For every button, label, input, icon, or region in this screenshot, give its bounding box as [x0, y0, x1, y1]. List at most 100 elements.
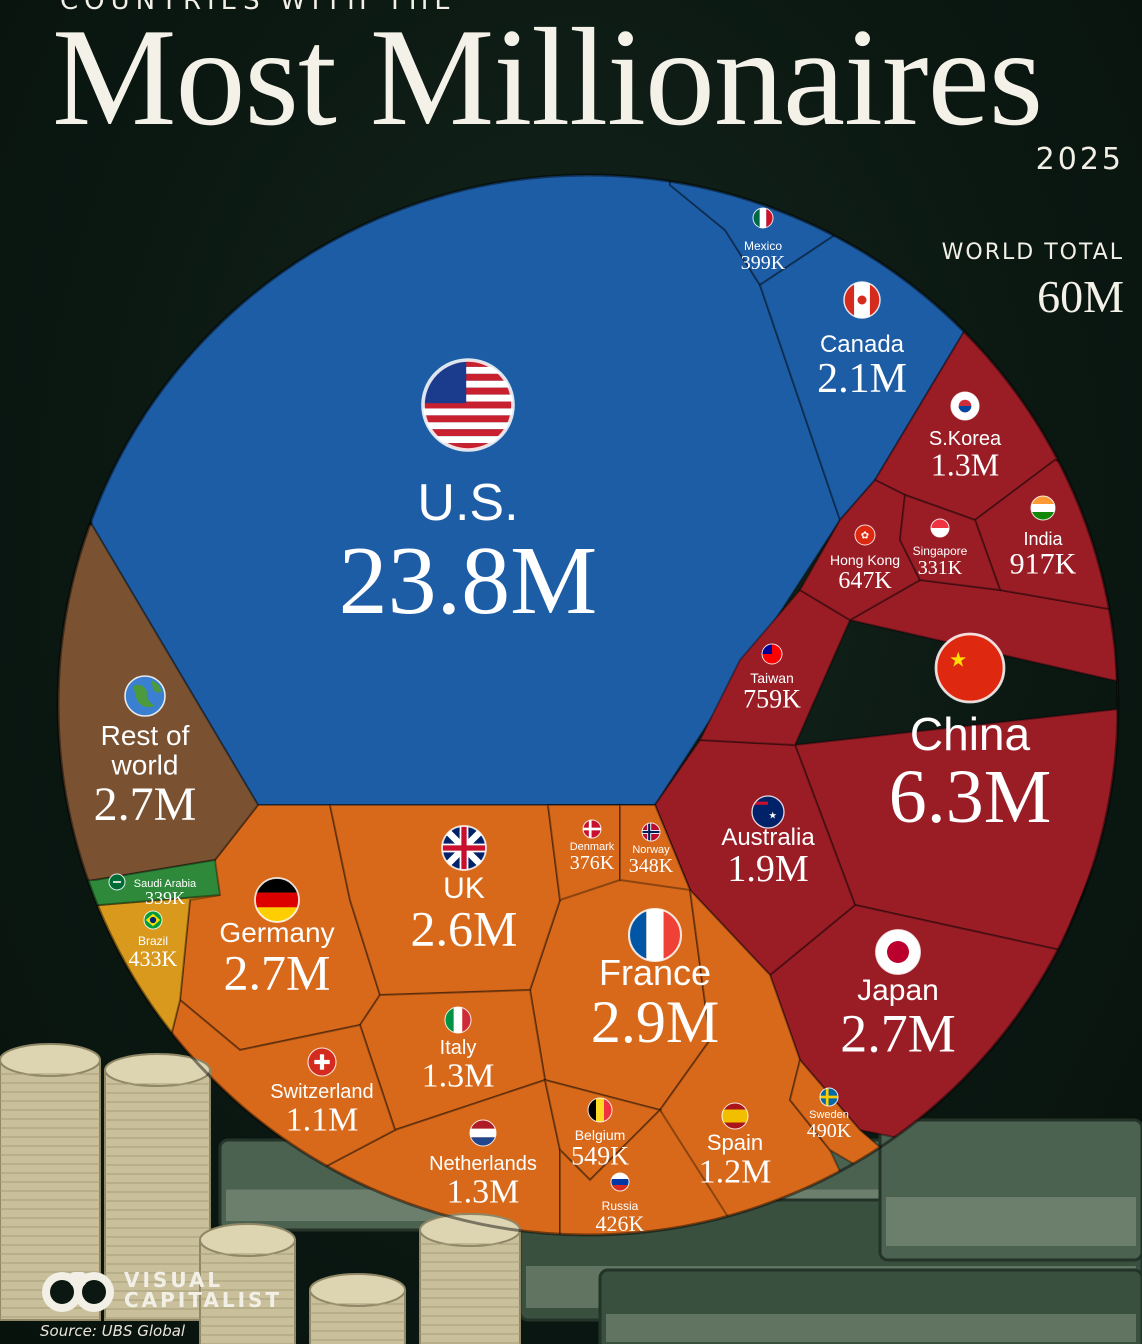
- cell-value-hong-kong: 647K: [838, 568, 892, 594]
- cell-value-denmark: 376K: [570, 852, 615, 874]
- cell-name-taiwan: Taiwan: [750, 670, 794, 686]
- cell-value-brazil: 433K: [129, 946, 178, 971]
- cell-saudi-arabia: [58, 858, 222, 917]
- denmark-flag-icon: [582, 819, 602, 839]
- cell-value-china: 6.3M: [889, 755, 1052, 839]
- cell-name-mexico: Mexico: [744, 239, 782, 253]
- cell-name-russia: Russia: [602, 1199, 639, 1213]
- cell-value-uk: 2.6M: [411, 901, 518, 957]
- brazil-flag-icon: [143, 910, 163, 930]
- brand-line-2: CAPITALIST: [124, 1288, 283, 1312]
- us-flag-icon: [421, 358, 515, 452]
- cell-name-belgium: Belgium: [575, 1127, 626, 1143]
- cell-name-u-s-: U.S.: [417, 474, 518, 532]
- coin-top: [309, 1273, 406, 1307]
- cell-name-hong-kong: Hong Kong: [830, 552, 900, 568]
- coin-top: [419, 1213, 521, 1247]
- cell-name-rest-of-world: Rest of world: [101, 720, 190, 780]
- chart-title: Most Millionaires: [52, 0, 1043, 155]
- cell-value-canada: 2.1M: [817, 356, 907, 402]
- cell-value-japan: 2.7M: [840, 1003, 956, 1063]
- russia-flag-icon: [610, 1172, 630, 1192]
- globe-icon: [124, 675, 166, 717]
- cell-singapore: [898, 493, 1002, 592]
- coin-stack: [104, 1069, 211, 1321]
- cell-name-singapore: Singapore: [913, 544, 968, 558]
- cell-value-norway: 348K: [629, 855, 674, 877]
- cell-label-uk: UK2.6M: [411, 825, 518, 957]
- cell-label-u-s-: U.S.23.8M: [339, 358, 598, 635]
- world-total-label: WORLD TOTAL: [941, 240, 1124, 265]
- cell-norway: [619, 804, 692, 892]
- cell-name-denmark: Denmark: [570, 841, 615, 853]
- svg-text:★: ★: [768, 810, 777, 821]
- india-flag-icon: [1030, 495, 1056, 521]
- brand-line-1: VISUAL: [124, 1268, 224, 1292]
- cell-name-france: France: [599, 952, 711, 993]
- cell-name-italy: Italy: [440, 1037, 477, 1059]
- cell-name-india: India: [1023, 529, 1063, 549]
- cell-name-canada: Canada: [820, 331, 905, 358]
- coin-top: [104, 1053, 211, 1087]
- cell-name-uk: UK: [443, 872, 485, 905]
- belgium-flag-icon: [587, 1097, 613, 1123]
- world-total-value: 60M: [1037, 271, 1124, 322]
- cell-value-belgium: 549K: [571, 1142, 629, 1171]
- cell-value-italy: 1.3M: [422, 1057, 495, 1094]
- mexico-flag-icon: [752, 207, 774, 229]
- cell-name-germany: Germany: [219, 917, 334, 948]
- coin-stack: [419, 1229, 521, 1344]
- china-flag-icon: ★: [934, 632, 1006, 704]
- japan-flag-icon: [875, 929, 921, 975]
- france-flag-icon: [627, 907, 683, 963]
- taiwan-flag-icon: [761, 643, 783, 665]
- cell-name-spain: Spain: [707, 1130, 763, 1155]
- cell-name-netherlands: Netherlands: [429, 1153, 537, 1175]
- visual-capitalist-logo: VISUAL CAPITALIST: [40, 1262, 282, 1318]
- australia-flag-icon: ★: [751, 795, 785, 829]
- chart-year: 2025: [1035, 142, 1124, 177]
- coin-top: [0, 1043, 101, 1077]
- cell-value-rest-of-world: 2.7M: [94, 778, 197, 831]
- cell-value-germany: 2.7M: [224, 945, 331, 1001]
- cell-value-sweden: 490K: [807, 1120, 852, 1142]
- money-stack-edge: [606, 1314, 1136, 1342]
- cell-value-saudi-arabia: 339K: [145, 888, 185, 908]
- uk-flag-icon: [441, 825, 487, 871]
- germany-flag-icon: [254, 877, 300, 923]
- coin-top: [199, 1223, 296, 1257]
- cell-value-u-s-: 23.8M: [339, 527, 598, 635]
- cell-name-saudi-arabia: Saudi Arabia: [134, 878, 197, 890]
- coin-stack: [199, 1239, 296, 1344]
- cell-value-spain: 1.2M: [699, 1153, 772, 1190]
- cell-value-switzerland: 1.1M: [286, 1101, 359, 1138]
- source-note: Source: UBS Global: [40, 1322, 186, 1340]
- cell-name-australia: Australia: [721, 824, 815, 851]
- italy-flag-icon: [444, 1006, 472, 1034]
- money-stack-edge: [886, 1197, 1136, 1246]
- cell-name-brazil: Brazil: [138, 934, 168, 948]
- spain-flag-icon: [721, 1102, 749, 1130]
- cell-value-australia: 1.9M: [727, 848, 808, 890]
